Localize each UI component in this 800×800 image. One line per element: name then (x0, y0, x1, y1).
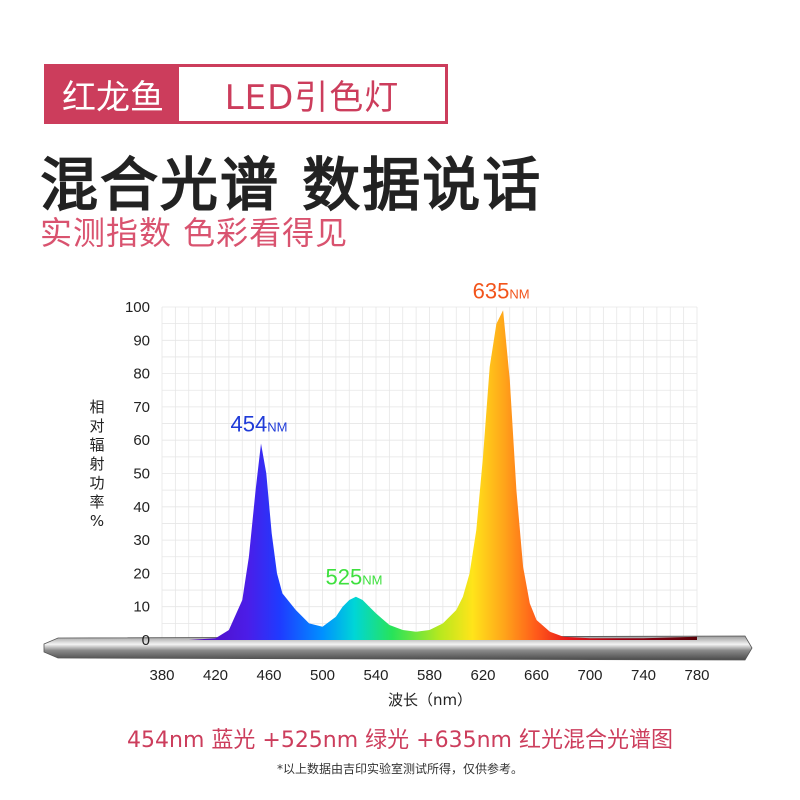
x-tick-label: 420 (203, 667, 228, 684)
y-tick-label: 100 (125, 299, 150, 316)
peak-label-unit: NM (267, 420, 287, 435)
peak-label-value: 525 (325, 565, 362, 590)
y-tick-label: 10 (133, 599, 150, 616)
peak-label-value: 635 (473, 278, 510, 303)
grid (161, 306, 698, 641)
y-axis-label-char: 率 (89, 493, 104, 511)
x-axis-label: 波长（nm） (388, 691, 472, 709)
y-tick-label: 0 (142, 632, 150, 649)
product-banner: 红龙鱼 LED引色灯 (44, 64, 448, 124)
y-tick-label: 50 (133, 466, 150, 483)
x-tick-label: 380 (149, 667, 174, 684)
x-tick-label: 500 (310, 667, 335, 684)
x-tick-label: 740 (631, 667, 656, 684)
y-tick-label: 30 (133, 532, 150, 549)
peak-label: 635NM (473, 278, 530, 303)
y-tick-label: 90 (133, 332, 150, 349)
chart-caption: 454nm 蓝光 +525nm 绿光 +635nm 红光混合光谱图 (127, 728, 673, 753)
y-tick-label: 20 (133, 565, 150, 582)
x-tick-label: 540 (363, 667, 388, 684)
x-tick-label: 780 (684, 667, 709, 684)
peak-label: 454NM (231, 412, 288, 437)
footnote: *以上数据由吉印实验室测试所得，仅供参考。 (276, 762, 523, 776)
headline: 混合光谱 数据说话 (40, 151, 543, 219)
y-axis-label-char: % (90, 512, 104, 530)
y-tick-label: 60 (133, 432, 150, 449)
x-tick-label: 660 (524, 667, 549, 684)
peak-label-unit: NM (509, 286, 529, 301)
peak-label-value: 454 (231, 412, 268, 437)
y-axis-label-char: 相 (89, 398, 104, 416)
y-tick-label: 70 (133, 399, 150, 416)
peak-label-unit: NM (362, 573, 382, 588)
y-axis-label-char: 射 (89, 455, 104, 473)
x-tick-label: 580 (417, 667, 442, 684)
subline: 实测指数 色彩看得见 (40, 214, 349, 252)
banner-right-label: LED引色灯 (224, 77, 400, 118)
x-tick-label: 620 (470, 667, 495, 684)
y-tick-label: 80 (133, 366, 150, 383)
led-tube-bar (43, 635, 753, 661)
banner-left-label: 红龙鱼 (47, 67, 179, 121)
axis-ticks: 380 420 460 500 540 580 620 660 700 740 780 0 10 20 30… (125, 299, 710, 684)
y-axis-label-char: 对 (89, 417, 104, 435)
y-axis-label-char: 辐 (89, 436, 104, 454)
y-axis-label-char: 功 (89, 474, 104, 492)
y-tick-label: 40 (133, 499, 150, 516)
x-tick-label: 700 (577, 667, 602, 684)
x-tick-label: 460 (256, 667, 281, 684)
peak-label: 525NM (325, 565, 382, 590)
